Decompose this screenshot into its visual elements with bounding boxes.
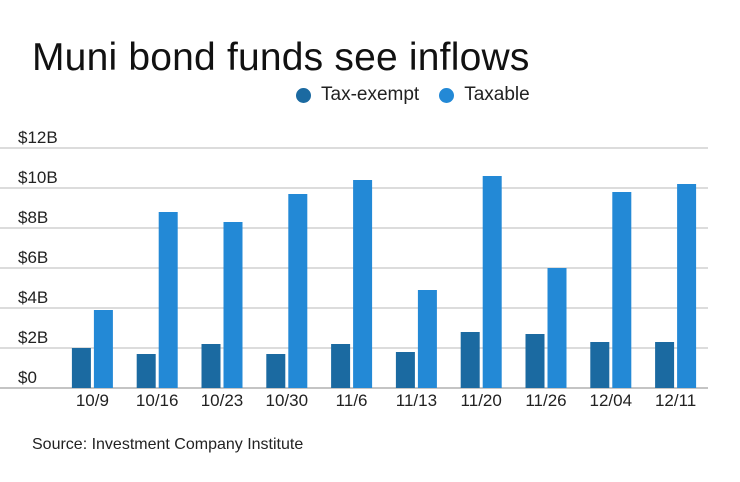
x-tick-label: 10/16 [136, 391, 179, 410]
x-tick-label: 10/23 [201, 391, 244, 410]
x-tick-label: 11/26 [525, 391, 566, 410]
bar-tax-exempt-11-13 [395, 352, 415, 388]
y-tick-label: $4B [18, 288, 48, 307]
bar-taxable-10-23 [223, 222, 243, 388]
y-tick-label: $12B [18, 128, 58, 147]
bar-taxable-10-30 [288, 194, 308, 388]
x-tick-label: 12/04 [590, 391, 633, 410]
bar-taxable-12-04 [612, 192, 632, 388]
legend-swatch-tax-exempt [296, 87, 311, 103]
legend: Tax-exempt Taxable [296, 84, 550, 106]
bar-tax-exempt-11-26 [525, 334, 545, 388]
bar-taxable-11-6 [353, 180, 373, 388]
legend-item-tax-exempt: Tax-exempt [296, 84, 419, 106]
x-tick-label: 12/11 [655, 391, 696, 410]
legend-label-taxable: Taxable [464, 84, 530, 105]
chart-title: Muni bond funds see inflows [32, 36, 530, 79]
bar-tax-exempt-12-04 [590, 342, 610, 388]
bar-tax-exempt-10-23 [201, 344, 221, 388]
legend-swatch-taxable [439, 87, 455, 103]
x-tick-label: 11/13 [396, 391, 437, 410]
x-tick-label: 10/9 [76, 391, 109, 410]
y-tick-label: $6B [18, 248, 48, 267]
bar-tax-exempt-12-11 [655, 342, 675, 388]
legend-item-taxable: Taxable [439, 84, 530, 106]
bar-tax-exempt-11-6 [331, 344, 351, 388]
bar-taxable-11-20 [482, 176, 502, 388]
bar-taxable-10-9 [93, 310, 113, 388]
bar-taxable-10-16 [158, 212, 178, 388]
y-tick-label: $8B [18, 208, 48, 227]
y-tick-label: $10B [18, 168, 58, 187]
x-tick-label: 10/30 [266, 391, 309, 410]
bar-tax-exempt-11-20 [460, 332, 480, 388]
bar-taxable-11-13 [417, 290, 437, 388]
bar-taxable-11-26 [547, 268, 567, 388]
bar-taxable-12-11 [677, 184, 697, 388]
x-tick-label: 11/6 [336, 391, 368, 410]
source-note: Source: Investment Company Institute [32, 436, 304, 453]
y-tick-label: $0 [18, 368, 37, 387]
bar-tax-exempt-10-9 [71, 348, 91, 388]
legend-label-tax-exempt: Tax-exempt [321, 84, 420, 105]
bar-tax-exempt-10-16 [136, 354, 156, 388]
x-tick-label: 11/20 [461, 391, 502, 410]
y-tick-label: $2B [18, 328, 48, 347]
bar-tax-exempt-10-30 [266, 354, 286, 388]
